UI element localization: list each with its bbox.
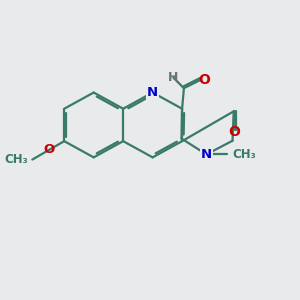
Text: N: N [147,86,158,99]
Text: N: N [201,148,212,161]
Text: H: H [168,71,179,84]
Text: CH₃: CH₃ [232,148,256,161]
Text: CH₃: CH₃ [4,153,28,166]
Text: O: O [198,73,210,87]
Text: O: O [228,125,240,139]
Text: O: O [43,143,55,157]
